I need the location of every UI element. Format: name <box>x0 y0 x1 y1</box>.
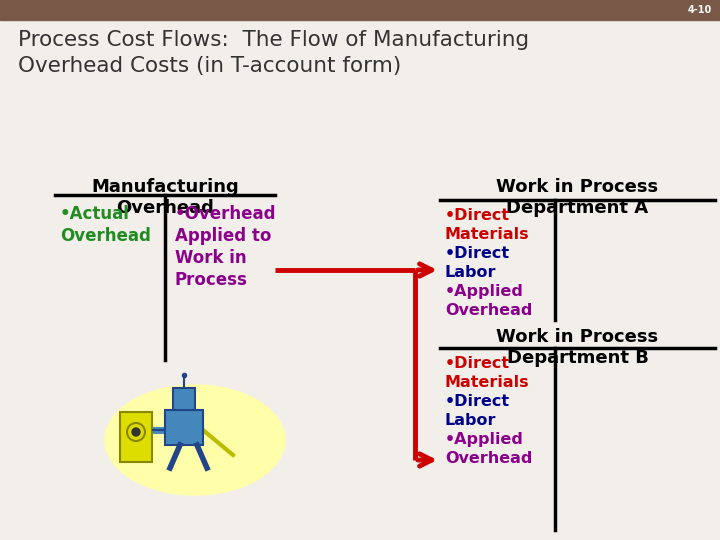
Text: Work in: Work in <box>175 249 247 267</box>
Text: Materials: Materials <box>445 375 530 390</box>
Text: Work in Process
Department A: Work in Process Department A <box>496 178 659 217</box>
Text: •Direct: •Direct <box>445 246 510 261</box>
Circle shape <box>132 428 140 436</box>
Bar <box>173 388 195 410</box>
Text: Applied to: Applied to <box>175 227 271 245</box>
Text: •Applied: •Applied <box>445 432 524 447</box>
Text: •Actual: •Actual <box>60 205 130 223</box>
Text: Work in Process
Department B: Work in Process Department B <box>496 328 659 367</box>
Text: •Direct: •Direct <box>445 394 510 409</box>
Bar <box>0 0 720 20</box>
Bar <box>120 412 152 462</box>
Text: 4-10: 4-10 <box>688 5 712 15</box>
Text: •Overhead: •Overhead <box>175 205 276 223</box>
Text: Overhead: Overhead <box>445 451 532 466</box>
Text: Overhead: Overhead <box>60 227 151 245</box>
Text: Overhead: Overhead <box>445 303 532 318</box>
Text: •Applied: •Applied <box>445 284 524 299</box>
Text: Materials: Materials <box>445 227 530 242</box>
Text: Labor: Labor <box>445 265 497 280</box>
Text: Manufacturing
Overhead: Manufacturing Overhead <box>91 178 239 217</box>
Text: •Direct: •Direct <box>445 208 510 223</box>
Bar <box>165 410 203 445</box>
Ellipse shape <box>105 385 285 495</box>
Circle shape <box>127 423 145 441</box>
Text: Process: Process <box>175 271 248 289</box>
Text: Process Cost Flows:  The Flow of Manufacturing
Overhead Costs (in T-account form: Process Cost Flows: The Flow of Manufact… <box>18 30 529 76</box>
Text: •Direct: •Direct <box>445 356 510 371</box>
Text: Labor: Labor <box>445 413 497 428</box>
